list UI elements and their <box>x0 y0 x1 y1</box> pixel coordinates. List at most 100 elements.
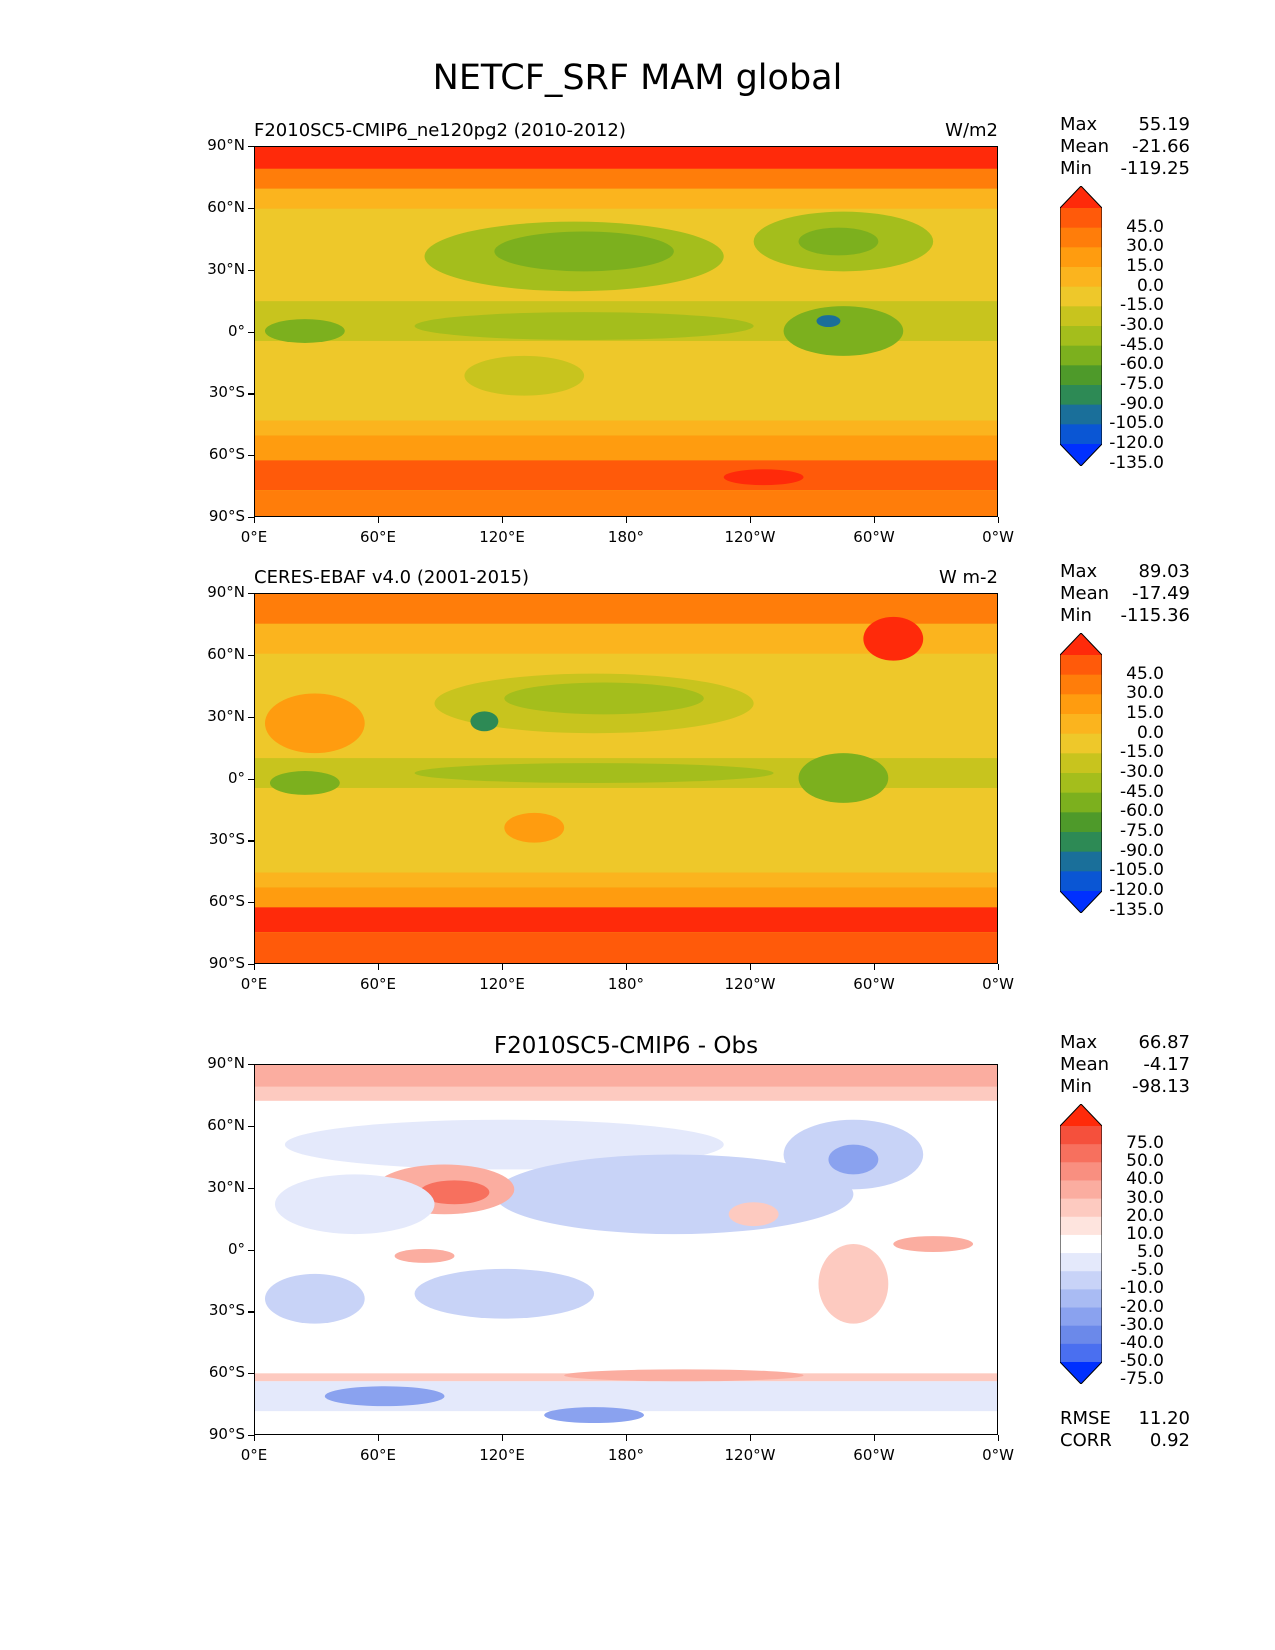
lat-tick-label: 30°N <box>207 706 245 725</box>
max-label: Max <box>1060 561 1098 582</box>
min-value: -98.13 <box>1131 1076 1190 1097</box>
lat-tick-label: 0° <box>227 768 245 787</box>
lon-tick-label: 60°W <box>853 1446 895 1464</box>
lat-tick-mark <box>248 902 254 904</box>
colorbar-label: -120.0 <box>1109 880 1164 900</box>
map-field-obs <box>255 594 997 963</box>
colorbar-label: -60.0 <box>1120 354 1164 375</box>
colorbar-bin <box>1060 306 1102 327</box>
lon-tick-mark <box>378 964 380 970</box>
colorbar-label: -90.0 <box>1120 840 1164 861</box>
lon-tick-label: 120°W <box>724 975 776 993</box>
lat-tick-label: 60°S <box>208 1363 245 1382</box>
lon-tick-mark <box>502 1435 504 1441</box>
stats-box: Max 66.87 Mean -4.17 Min -98.13 <box>1060 1032 1190 1098</box>
colorbar-label: -10.0 <box>1120 1278 1164 1299</box>
max-label: Max <box>1060 114 1098 135</box>
colorbar-label: -5.0 <box>1130 1260 1164 1281</box>
colorbar-label: -75.0 <box>1120 821 1164 841</box>
lat-tick-label: 90°N <box>207 136 245 154</box>
lon-tick-label: 0°W <box>982 528 1014 546</box>
colorbar-label: -15.0 <box>1120 295 1164 316</box>
lat-tick-label: 30°N <box>207 259 245 278</box>
lon-tick-mark <box>874 517 876 523</box>
lat-tick-label: 90°S <box>208 954 245 972</box>
lat-tick-label: 30°S <box>208 830 245 849</box>
colorbar-bin <box>1060 1198 1102 1218</box>
lon-tick-mark <box>254 517 256 523</box>
lat-tick-mark <box>248 778 254 780</box>
lat-tick-mark <box>248 1373 254 1375</box>
panel-obs: CERES-EBAF v4.0 (2001-2015) W m-2 Max 89.… <box>0 561 1275 1025</box>
lon-tick-label: 120°E <box>479 1446 525 1464</box>
lon-tick-mark <box>998 517 1000 523</box>
max-value: 55.19 <box>1138 114 1190 135</box>
lat-tick-mark <box>248 964 254 966</box>
lat-tick-mark <box>248 1435 254 1437</box>
lon-tick-mark <box>998 1435 1000 1441</box>
colorbar-bin <box>1060 1216 1102 1236</box>
colorbar-bin <box>1060 753 1102 774</box>
colorbar-label: -15.0 <box>1120 742 1164 763</box>
colorbar-label: -30.0 <box>1120 1314 1164 1335</box>
lon-tick-mark <box>750 1435 752 1441</box>
colorbar-label: 15.0 <box>1126 256 1164 276</box>
lon-tick-mark <box>874 964 876 970</box>
colorbar-bin <box>1060 694 1102 715</box>
colorbar-label: -105.0 <box>1109 860 1164 881</box>
mean-label: Mean <box>1060 583 1110 604</box>
lat-tick-label: 60°N <box>207 644 245 663</box>
max-value: 66.87 <box>1138 1032 1190 1053</box>
lon-tick-label: 120°E <box>479 528 525 546</box>
stats-box: Max 55.19 Mean -21.66 Min -119.25 <box>1060 114 1190 180</box>
lat-tick-mark <box>248 455 254 457</box>
panel-title: F2010SC5-CMIP6 - Obs <box>493 1033 759 1059</box>
colorbar-label: 0.0 <box>1136 722 1164 743</box>
skill-scores: RMSE 11.20 CORR 0.92 <box>1060 1408 1190 1452</box>
panel-units: W m-2 <box>938 567 998 588</box>
lon-tick-mark <box>626 964 628 970</box>
figure-title: NETCF_SRF MAM global <box>432 58 843 98</box>
colorbar-bin <box>1060 871 1102 892</box>
colorbar-label: -30.0 <box>1120 315 1164 335</box>
lon-tick-mark <box>874 1435 876 1441</box>
lon-tick-label: 60°E <box>359 1446 397 1464</box>
lat-tick-mark <box>248 1249 254 1251</box>
lon-tick-label: 60°E <box>359 528 397 546</box>
lat-tick-mark <box>248 393 254 395</box>
lon-tick-label: 0°E <box>240 528 268 546</box>
colorbar-bin <box>1060 247 1102 268</box>
colorbar-bin <box>1060 267 1102 288</box>
panel-model: F2010SC5-CMIP6_ne120pg2 (2010-2012) W/m2… <box>0 114 1275 578</box>
lon-tick-label: 180° <box>607 528 645 546</box>
colorbar-bin <box>1060 1162 1102 1181</box>
lon-tick-label: 120°W <box>724 528 776 546</box>
colorbar-label: 45.0 <box>1126 216 1164 237</box>
colorbar-extend-max <box>1060 633 1102 655</box>
colorbar-label: 30.0 <box>1126 236 1164 257</box>
map-diff <box>254 1064 998 1435</box>
colorbar-bin <box>1060 812 1102 833</box>
map-field-model <box>255 147 997 516</box>
panel-units: W/m2 <box>945 120 998 141</box>
colorbar-bin <box>1060 851 1102 872</box>
lat-tick-label: 60°S <box>208 445 245 464</box>
colorbar <box>1060 186 1102 466</box>
lat-tick-mark <box>248 1125 254 1128</box>
colorbar-label: -20.0 <box>1120 1296 1164 1317</box>
lon-tick-mark <box>254 964 256 970</box>
lat-tick-label: 90°N <box>207 1054 245 1072</box>
colorbar-bin <box>1060 208 1102 229</box>
lon-tick-label: 180° <box>607 975 645 993</box>
colorbar-bin <box>1060 1307 1102 1327</box>
colorbar-bin <box>1060 1126 1102 1145</box>
lon-tick-label: 60°E <box>359 975 397 993</box>
map-model <box>254 146 998 517</box>
panel-diff: F2010SC5-CMIP6 - Obs Max 66.87 <box>0 1032 1275 1496</box>
max-label: Max <box>1060 1032 1098 1053</box>
rmse-value: 11.20 <box>1138 1408 1190 1429</box>
lon-tick-mark <box>750 964 752 970</box>
colorbar-bin <box>1060 345 1102 366</box>
colorbar-bin <box>1060 1289 1102 1309</box>
mean-value: -4.17 <box>1143 1054 1190 1075</box>
